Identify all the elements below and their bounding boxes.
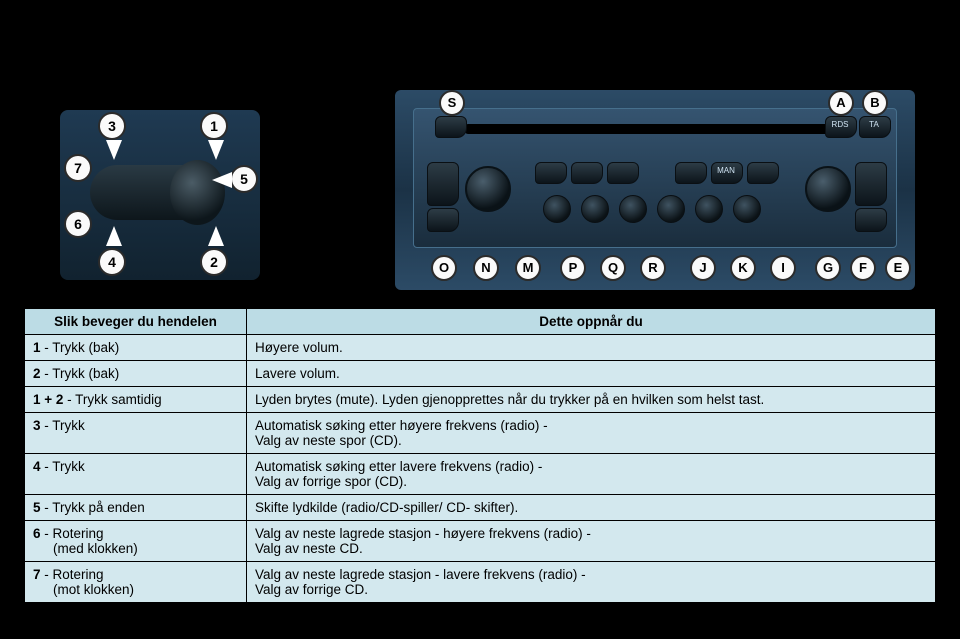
arrow-icon — [106, 140, 122, 160]
radio-callout-R: R — [640, 255, 666, 281]
cd-slot — [465, 124, 835, 134]
table-cell-action: 5 - Trykk på enden — [25, 495, 247, 521]
preset-3 — [619, 195, 647, 223]
table-cell-action: 3 - Trykk — [25, 413, 247, 454]
table-row: 1 - Trykk (bak)Høyere volum. — [25, 335, 936, 361]
table-cell-result: Valg av neste lagrede stasjon - lavere f… — [247, 562, 936, 603]
stalk-callout-4: 4 — [98, 248, 126, 276]
stalk-callout-1: 1 — [200, 112, 228, 140]
table-header-row: Slik beveger du hendelen Dette oppnår du — [25, 309, 936, 335]
mode-button-1 — [535, 162, 567, 184]
radio-callout-Q: Q — [600, 255, 626, 281]
table-cell-action: 7 - Rotering(mot klokken) — [25, 562, 247, 603]
radio-callout-B: B — [862, 90, 888, 116]
table-cell-result: Høyere volum. — [247, 335, 936, 361]
mode-button-2 — [571, 162, 603, 184]
radio-callout-S: S — [439, 90, 465, 116]
vol-up-button — [427, 162, 459, 206]
table-head-c0: Slik beveger du hendelen — [25, 309, 247, 335]
table-cell-result: Lavere volum. — [247, 361, 936, 387]
radio-callout-O: O — [431, 255, 457, 281]
radio-callout-G: G — [815, 255, 841, 281]
ta-label: TA — [859, 120, 889, 129]
table-cell-action: 2 - Trykk (bak) — [25, 361, 247, 387]
stalk-tip — [170, 160, 225, 225]
radio-callout-F: F — [850, 255, 876, 281]
arrow-icon — [212, 172, 232, 188]
table-cell-action: 4 - Trykk — [25, 454, 247, 495]
rds-label: RDS — [825, 120, 855, 129]
table-row: 3 - TrykkAutomatisk søking etter høyere … — [25, 413, 936, 454]
table-cell-result: Skifte lydkilde (radio/CD-spiller/ CD- s… — [247, 495, 936, 521]
preset-2 — [581, 195, 609, 223]
table-row: 2 - Trykk (bak)Lavere volum. — [25, 361, 936, 387]
stalk-callout-5: 5 — [230, 165, 258, 193]
radio-callout-M: M — [515, 255, 541, 281]
preset-5 — [695, 195, 723, 223]
table-row: 1 + 2 - Trykk samtidigLyden brytes (mute… — [25, 387, 936, 413]
radio-callout-I: I — [770, 255, 796, 281]
table-row: 4 - TrykkAutomatisk søking etter lavere … — [25, 454, 936, 495]
stalk-callout-6: 6 — [64, 210, 92, 238]
figures-row: 1 2 3 4 5 6 7 RDS TA — [0, 60, 960, 290]
table-cell-result: Lyden brytes (mute). Lyden gjenopprettes… — [247, 387, 936, 413]
radio-callout-K: K — [730, 255, 756, 281]
radio-callout-J: J — [690, 255, 716, 281]
down-button — [855, 208, 887, 232]
radio-figure: RDS TA MAN S A B O N M P Q R — [395, 90, 915, 290]
table-row: 7 - Rotering(mot klokken)Valg av neste l… — [25, 562, 936, 603]
man-label: MAN — [711, 166, 741, 175]
seek-back-button — [675, 162, 707, 184]
radio-callout-A: A — [828, 90, 854, 116]
table-cell-action: 1 - Trykk (bak) — [25, 335, 247, 361]
stalk-figure: 1 2 3 4 5 6 7 — [60, 110, 260, 280]
stalk-callout-3: 3 — [98, 112, 126, 140]
table-cell-action: 1 + 2 - Trykk samtidig — [25, 387, 247, 413]
radio-callout-P: P — [560, 255, 586, 281]
radio-callout-E: E — [885, 255, 911, 281]
menu-knob — [805, 166, 851, 212]
table-cell-result: Valg av neste lagrede stasjon - høyere f… — [247, 521, 936, 562]
power-knob — [465, 166, 511, 212]
table-cell-result: Automatisk søking etter lavere frekvens … — [247, 454, 936, 495]
mode-button-3 — [607, 162, 639, 184]
table-cell-result: Automatisk søking etter høyere frekvens … — [247, 413, 936, 454]
up-button — [855, 162, 887, 206]
arrow-icon — [208, 226, 224, 246]
eject-button — [435, 116, 467, 138]
table-row: 6 - Rotering(med klokken)Valg av neste l… — [25, 521, 936, 562]
arrow-icon — [208, 140, 224, 160]
stalk-body — [90, 165, 210, 220]
table-head-c1: Dette oppnår du — [247, 309, 936, 335]
stalk-callout-7: 7 — [64, 154, 92, 182]
radio-callout-N: N — [473, 255, 499, 281]
arrow-icon — [106, 226, 122, 246]
stalk-callout-2: 2 — [200, 248, 228, 276]
table-body: 1 - Trykk (bak)Høyere volum.2 - Trykk (b… — [25, 335, 936, 603]
table-cell-action: 6 - Rotering(med klokken) — [25, 521, 247, 562]
stalk-bg: 1 2 3 4 5 6 7 — [60, 110, 260, 280]
vol-down-button — [427, 208, 459, 232]
preset-6 — [733, 195, 761, 223]
controls-table: Slik beveger du hendelen Dette oppnår du… — [24, 308, 936, 603]
preset-1 — [543, 195, 571, 223]
seek-fwd-button — [747, 162, 779, 184]
table-row: 5 - Trykk på endenSkifte lydkilde (radio… — [25, 495, 936, 521]
preset-4 — [657, 195, 685, 223]
